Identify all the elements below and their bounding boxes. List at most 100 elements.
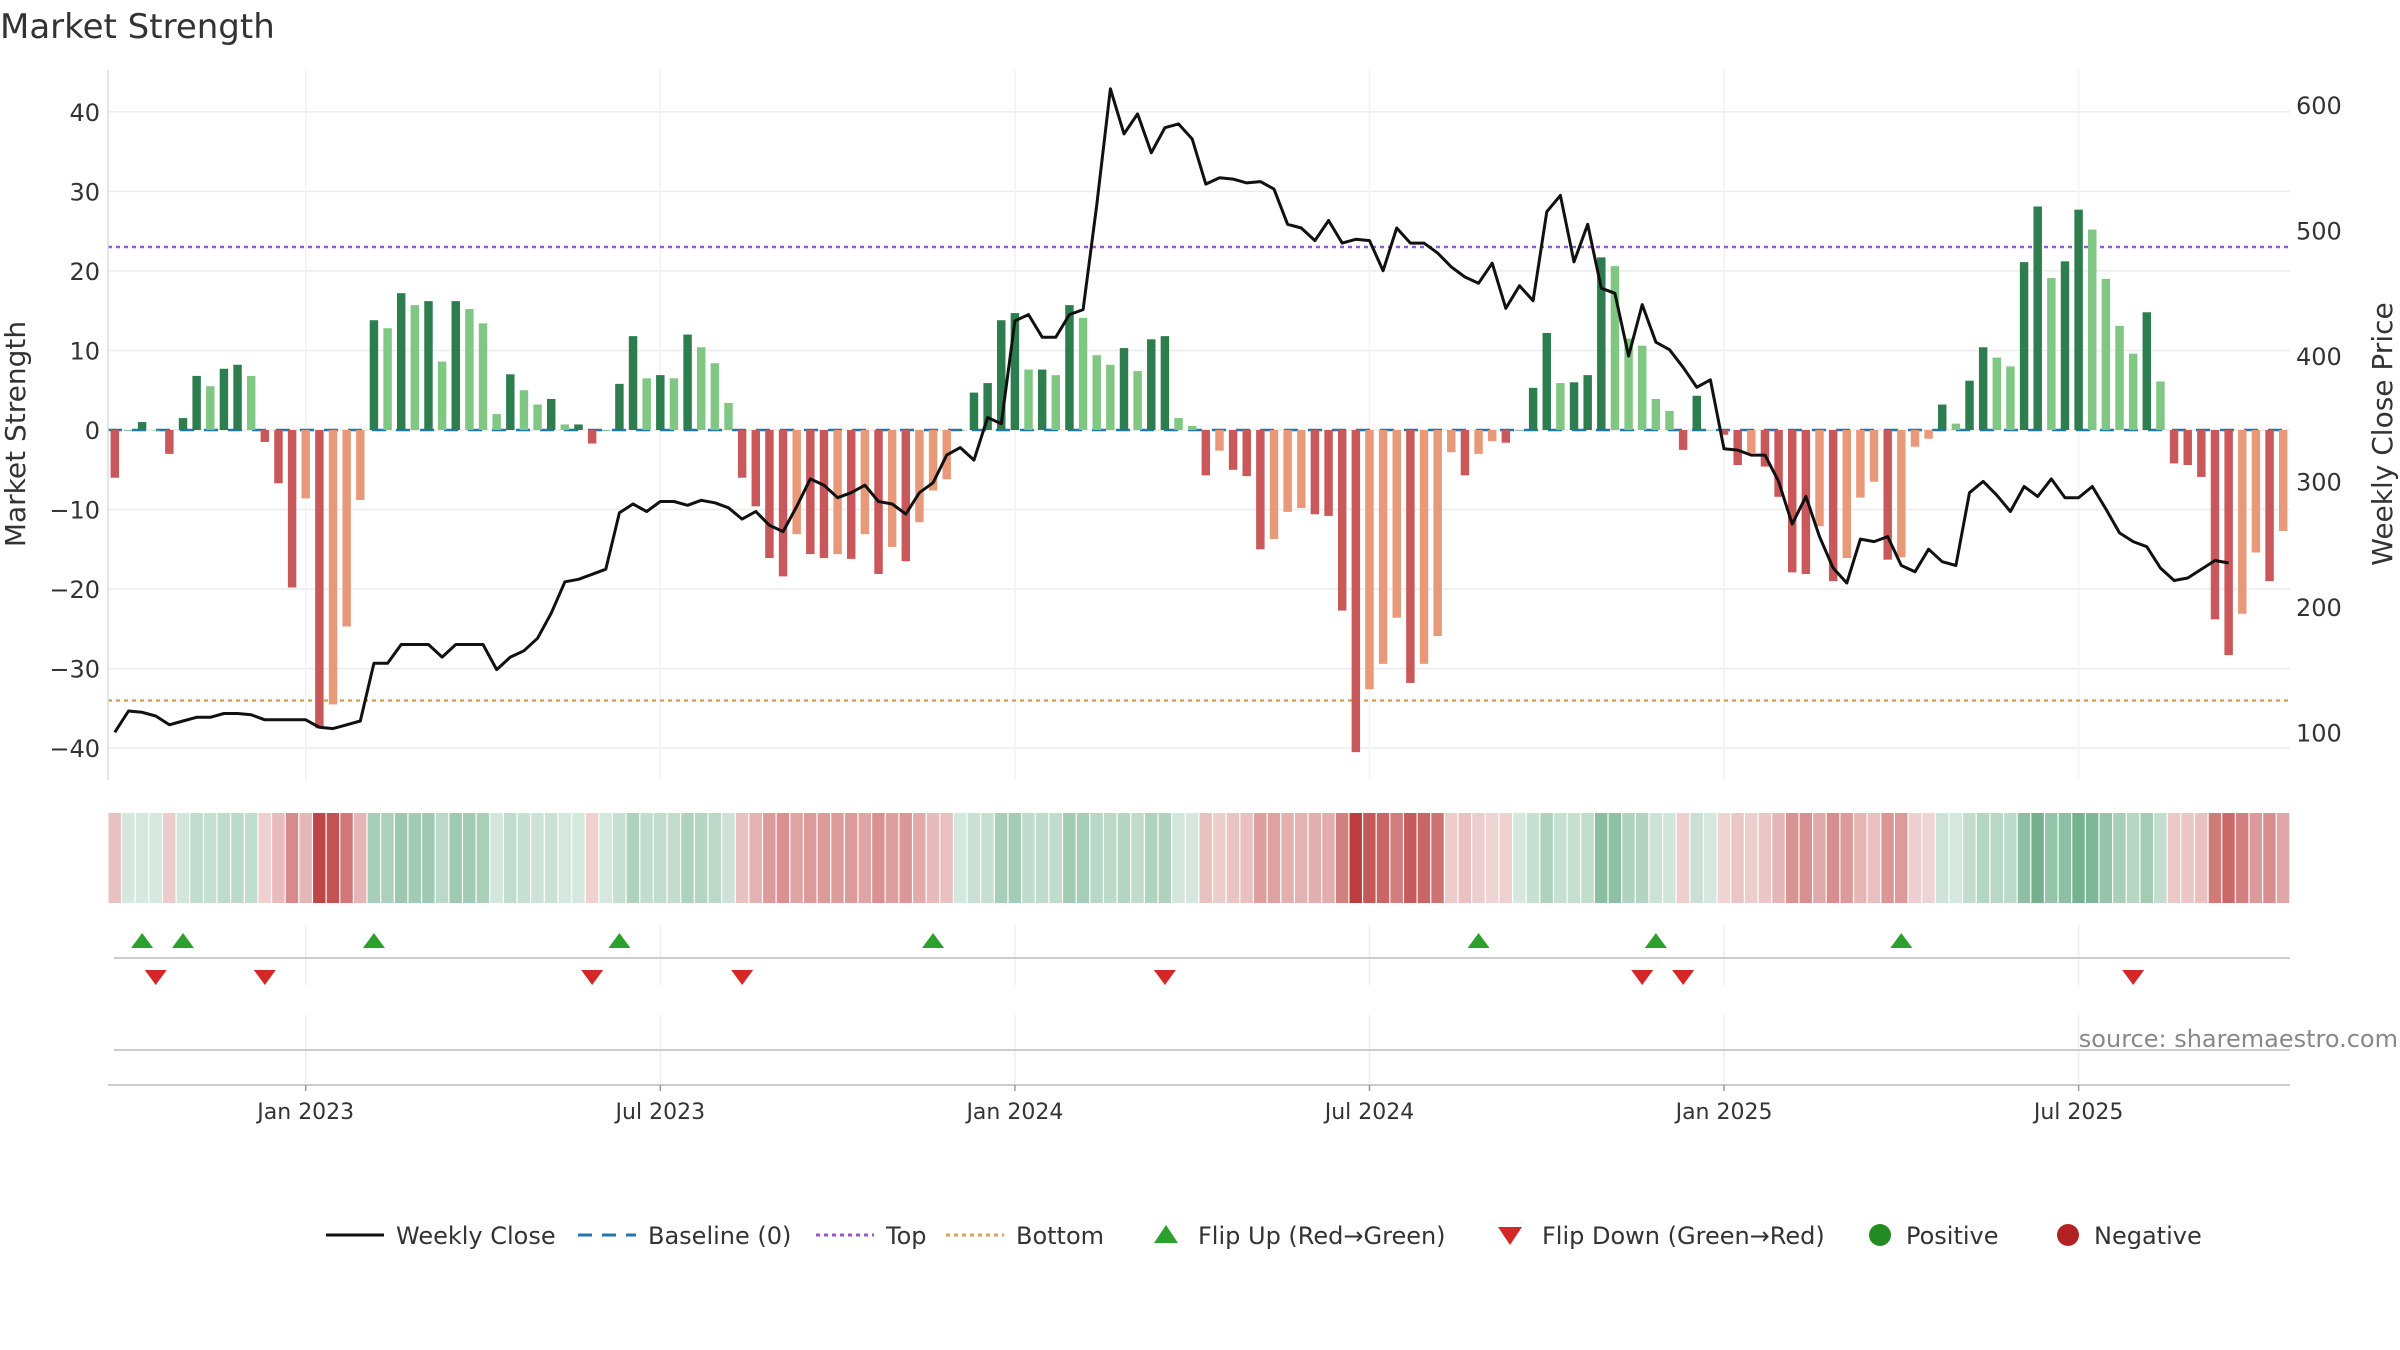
strength-bar (683, 334, 692, 430)
strength-bar (506, 374, 515, 430)
strength-bar (2115, 325, 2124, 430)
heat-cell (1513, 813, 1526, 903)
heat-cell (1008, 813, 1022, 903)
heat-cell (981, 813, 994, 903)
heat-cell (108, 813, 121, 903)
strength-bar (465, 309, 474, 430)
heat-cell (1704, 813, 1717, 903)
strength-bar (1637, 345, 1647, 430)
heat-cell (1158, 813, 1172, 903)
strength-bar (2251, 430, 2261, 553)
source-note: source: sharemaestro.com (2079, 1025, 2398, 1053)
strength-bar (1174, 418, 1183, 430)
strength-bar (833, 430, 842, 555)
heat-cell (135, 813, 149, 903)
legend-label: Bottom (1016, 1222, 1104, 1250)
strength-bar (724, 402, 733, 430)
heat-cell (626, 813, 640, 903)
strength-bar (1842, 430, 1852, 559)
strength-bar (1433, 430, 1442, 637)
heat-cell (476, 813, 490, 903)
strength-bar (1501, 430, 1511, 443)
strength-bar (1515, 430, 1524, 431)
strength-bar (2128, 353, 2138, 430)
x-tick-label: Jan 2024 (964, 1100, 1063, 1125)
heat-cell (585, 813, 599, 903)
heat-cell (967, 813, 981, 903)
heat-cell (463, 813, 476, 903)
strength-bar (492, 414, 501, 430)
y-tick-label-right: 500 (2296, 218, 2342, 246)
strength-bar (246, 375, 256, 430)
strength-bar (2197, 430, 2206, 477)
strength-bar (1583, 375, 1592, 430)
flip-up-marker (172, 933, 195, 948)
heat-cell (940, 813, 953, 903)
heat-cell (1676, 813, 1690, 903)
heat-cell (613, 813, 626, 903)
heat-cell (326, 813, 340, 903)
strength-bar (219, 368, 229, 430)
heat-cell (1826, 813, 1840, 903)
heat-cell (2085, 813, 2099, 903)
heat-cell (667, 813, 681, 903)
strength-bar (601, 430, 610, 431)
y-tick-label-left: 30 (69, 178, 100, 206)
strength-bar (424, 301, 433, 430)
heat-cell (1022, 813, 1035, 903)
heat-cell (913, 813, 926, 903)
strength-bar (1406, 430, 1415, 683)
heat-cell (544, 813, 558, 903)
strength-bar (342, 430, 351, 627)
heat-cell (449, 813, 462, 903)
strength-bar (1760, 430, 1770, 467)
heat-cell (1281, 813, 1294, 903)
strength-bar (2060, 261, 2070, 430)
x-tick-label: Jan 2025 (1674, 1100, 1773, 1125)
heat-cell (1799, 813, 1812, 903)
heat-cell (2072, 813, 2085, 903)
strength-bar (2210, 430, 2220, 620)
heat-cell (1390, 813, 1403, 903)
heat-cell (2017, 813, 2031, 903)
strength-bar (233, 364, 242, 430)
flip-down-marker (2122, 970, 2145, 985)
strength-bar (383, 328, 392, 430)
heat-cell (203, 813, 217, 903)
strength-bar (1256, 430, 1265, 550)
strength-bar (124, 430, 133, 431)
strength-bar (206, 386, 215, 430)
heat-cell (340, 813, 353, 903)
legend-label: Positive (1906, 1222, 1999, 1250)
strength-bar (274, 430, 283, 484)
strength-bar (1556, 383, 1565, 430)
strength-bar (151, 430, 160, 431)
strength-bar (1910, 430, 1920, 447)
heat-cell (885, 813, 899, 903)
heat-cell (272, 813, 285, 903)
strength-bar (328, 430, 338, 705)
flip-down-marker (731, 970, 754, 985)
heat-cell (1226, 813, 1240, 903)
heat-cell (1335, 813, 1349, 903)
strength-bar (1938, 404, 1947, 430)
heat-cell (1035, 813, 1049, 903)
strength-bar (1965, 380, 1974, 430)
heat-cell (1663, 813, 1676, 903)
heat-cell (599, 813, 612, 903)
strength-bar (1147, 339, 1156, 430)
strength-bar (1242, 430, 1251, 477)
y-tick-label-left: −30 (49, 656, 100, 684)
heat-cell (1349, 813, 1362, 903)
legend-swatch (1154, 1225, 1178, 1243)
strength-bar (1733, 430, 1742, 465)
strength-bar (1869, 430, 1879, 482)
heat-cell (1867, 813, 1881, 903)
strength-bar (819, 430, 829, 559)
weekly-close-line (113, 87, 2229, 734)
heat-cell (1731, 813, 1744, 903)
strength-bars (110, 206, 2288, 753)
strength-bar (546, 398, 556, 430)
